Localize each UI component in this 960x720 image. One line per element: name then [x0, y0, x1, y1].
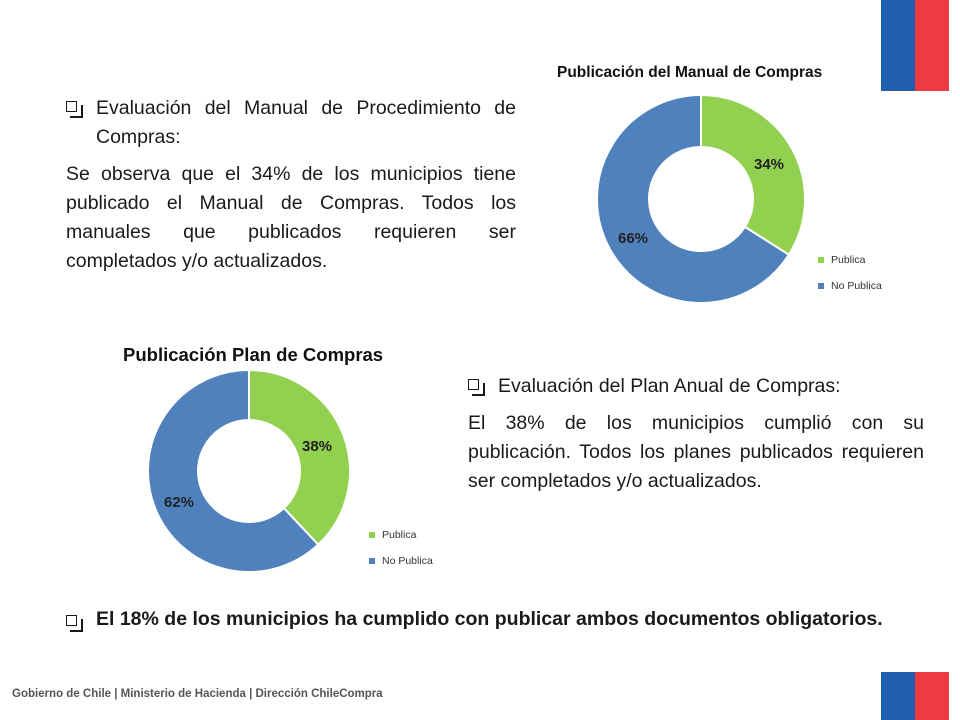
- flag-red-stripe: [915, 0, 949, 91]
- checkbox-bullet-icon: [66, 615, 83, 632]
- donut-slice-no-publica: [596, 93, 791, 304]
- conclusion-text: El 18% de los municipios ha cumplido con…: [96, 608, 883, 630]
- legend-label-publica: Publica: [382, 529, 417, 541]
- manual-body: Se observa que el 34% de los municipios …: [66, 163, 516, 272]
- data-label-no-publica: 66%: [618, 230, 648, 247]
- manual-heading-text: Evaluación del Manual de Procedimiento d…: [96, 97, 516, 148]
- data-label-no-publica: 62%: [164, 494, 194, 511]
- manual-heading: Evaluación del Manual de Procedimiento d…: [66, 94, 516, 152]
- flag-red-stripe: [915, 672, 949, 720]
- legend-swatch-no-publica: [369, 558, 375, 564]
- legend-item-publica: Publica: [369, 522, 433, 548]
- plan-heading-text: Evaluación del Plan Anual de Compras:: [498, 375, 841, 397]
- donut-slice-no-publica: [147, 368, 320, 573]
- flag-blue-stripe: [881, 672, 915, 720]
- plan-heading: Evaluación del Plan Anual de Compras:: [468, 372, 924, 401]
- chile-flag-bottom: [881, 672, 949, 720]
- chart-title-plan: Publicación Plan de Compras: [123, 344, 384, 365]
- section-manual: Evaluación del Manual de Procedimiento d…: [66, 94, 516, 276]
- legend-label-no-publica: No Publica: [831, 280, 882, 292]
- chile-flag-top: [881, 0, 949, 91]
- legend-item-no-publica: No Publica: [818, 273, 882, 299]
- data-label-publica: 38%: [302, 438, 332, 455]
- legend-swatch-publica: [818, 257, 824, 263]
- conclusion: El 18% de los municipios ha cumplido con…: [66, 608, 883, 632]
- legend-swatch-publica: [369, 532, 375, 538]
- section-plan: Evaluación del Plan Anual de Compras: El…: [468, 372, 924, 496]
- checkbox-bullet-icon: [66, 101, 83, 118]
- legend-label-publica: Publica: [831, 254, 866, 266]
- legend-item-publica: Publica: [818, 247, 882, 273]
- flag-blue-stripe: [881, 0, 915, 91]
- footer-text: Gobierno de Chile | Ministerio de Hacien…: [12, 688, 383, 700]
- legend-label-no-publica: No Publica: [382, 555, 433, 567]
- chart-title-manual: Publicación del Manual de Compras: [557, 64, 823, 81]
- checkbox-bullet-icon: [468, 379, 485, 396]
- donut-slice-publica: [700, 93, 806, 257]
- legend-item-no-publica: No Publica: [369, 548, 433, 574]
- legend-plan: Publica No Publica: [369, 522, 433, 574]
- legend-swatch-no-publica: [818, 283, 824, 289]
- conclusion-line: El 18% de los municipios ha cumplido con…: [66, 608, 883, 632]
- data-label-publica: 34%: [754, 156, 784, 173]
- legend-manual: Publica No Publica: [818, 247, 882, 299]
- donut-slice-publica: [248, 368, 351, 547]
- plan-body: El 38% de los municipios cumplió con su …: [468, 412, 924, 492]
